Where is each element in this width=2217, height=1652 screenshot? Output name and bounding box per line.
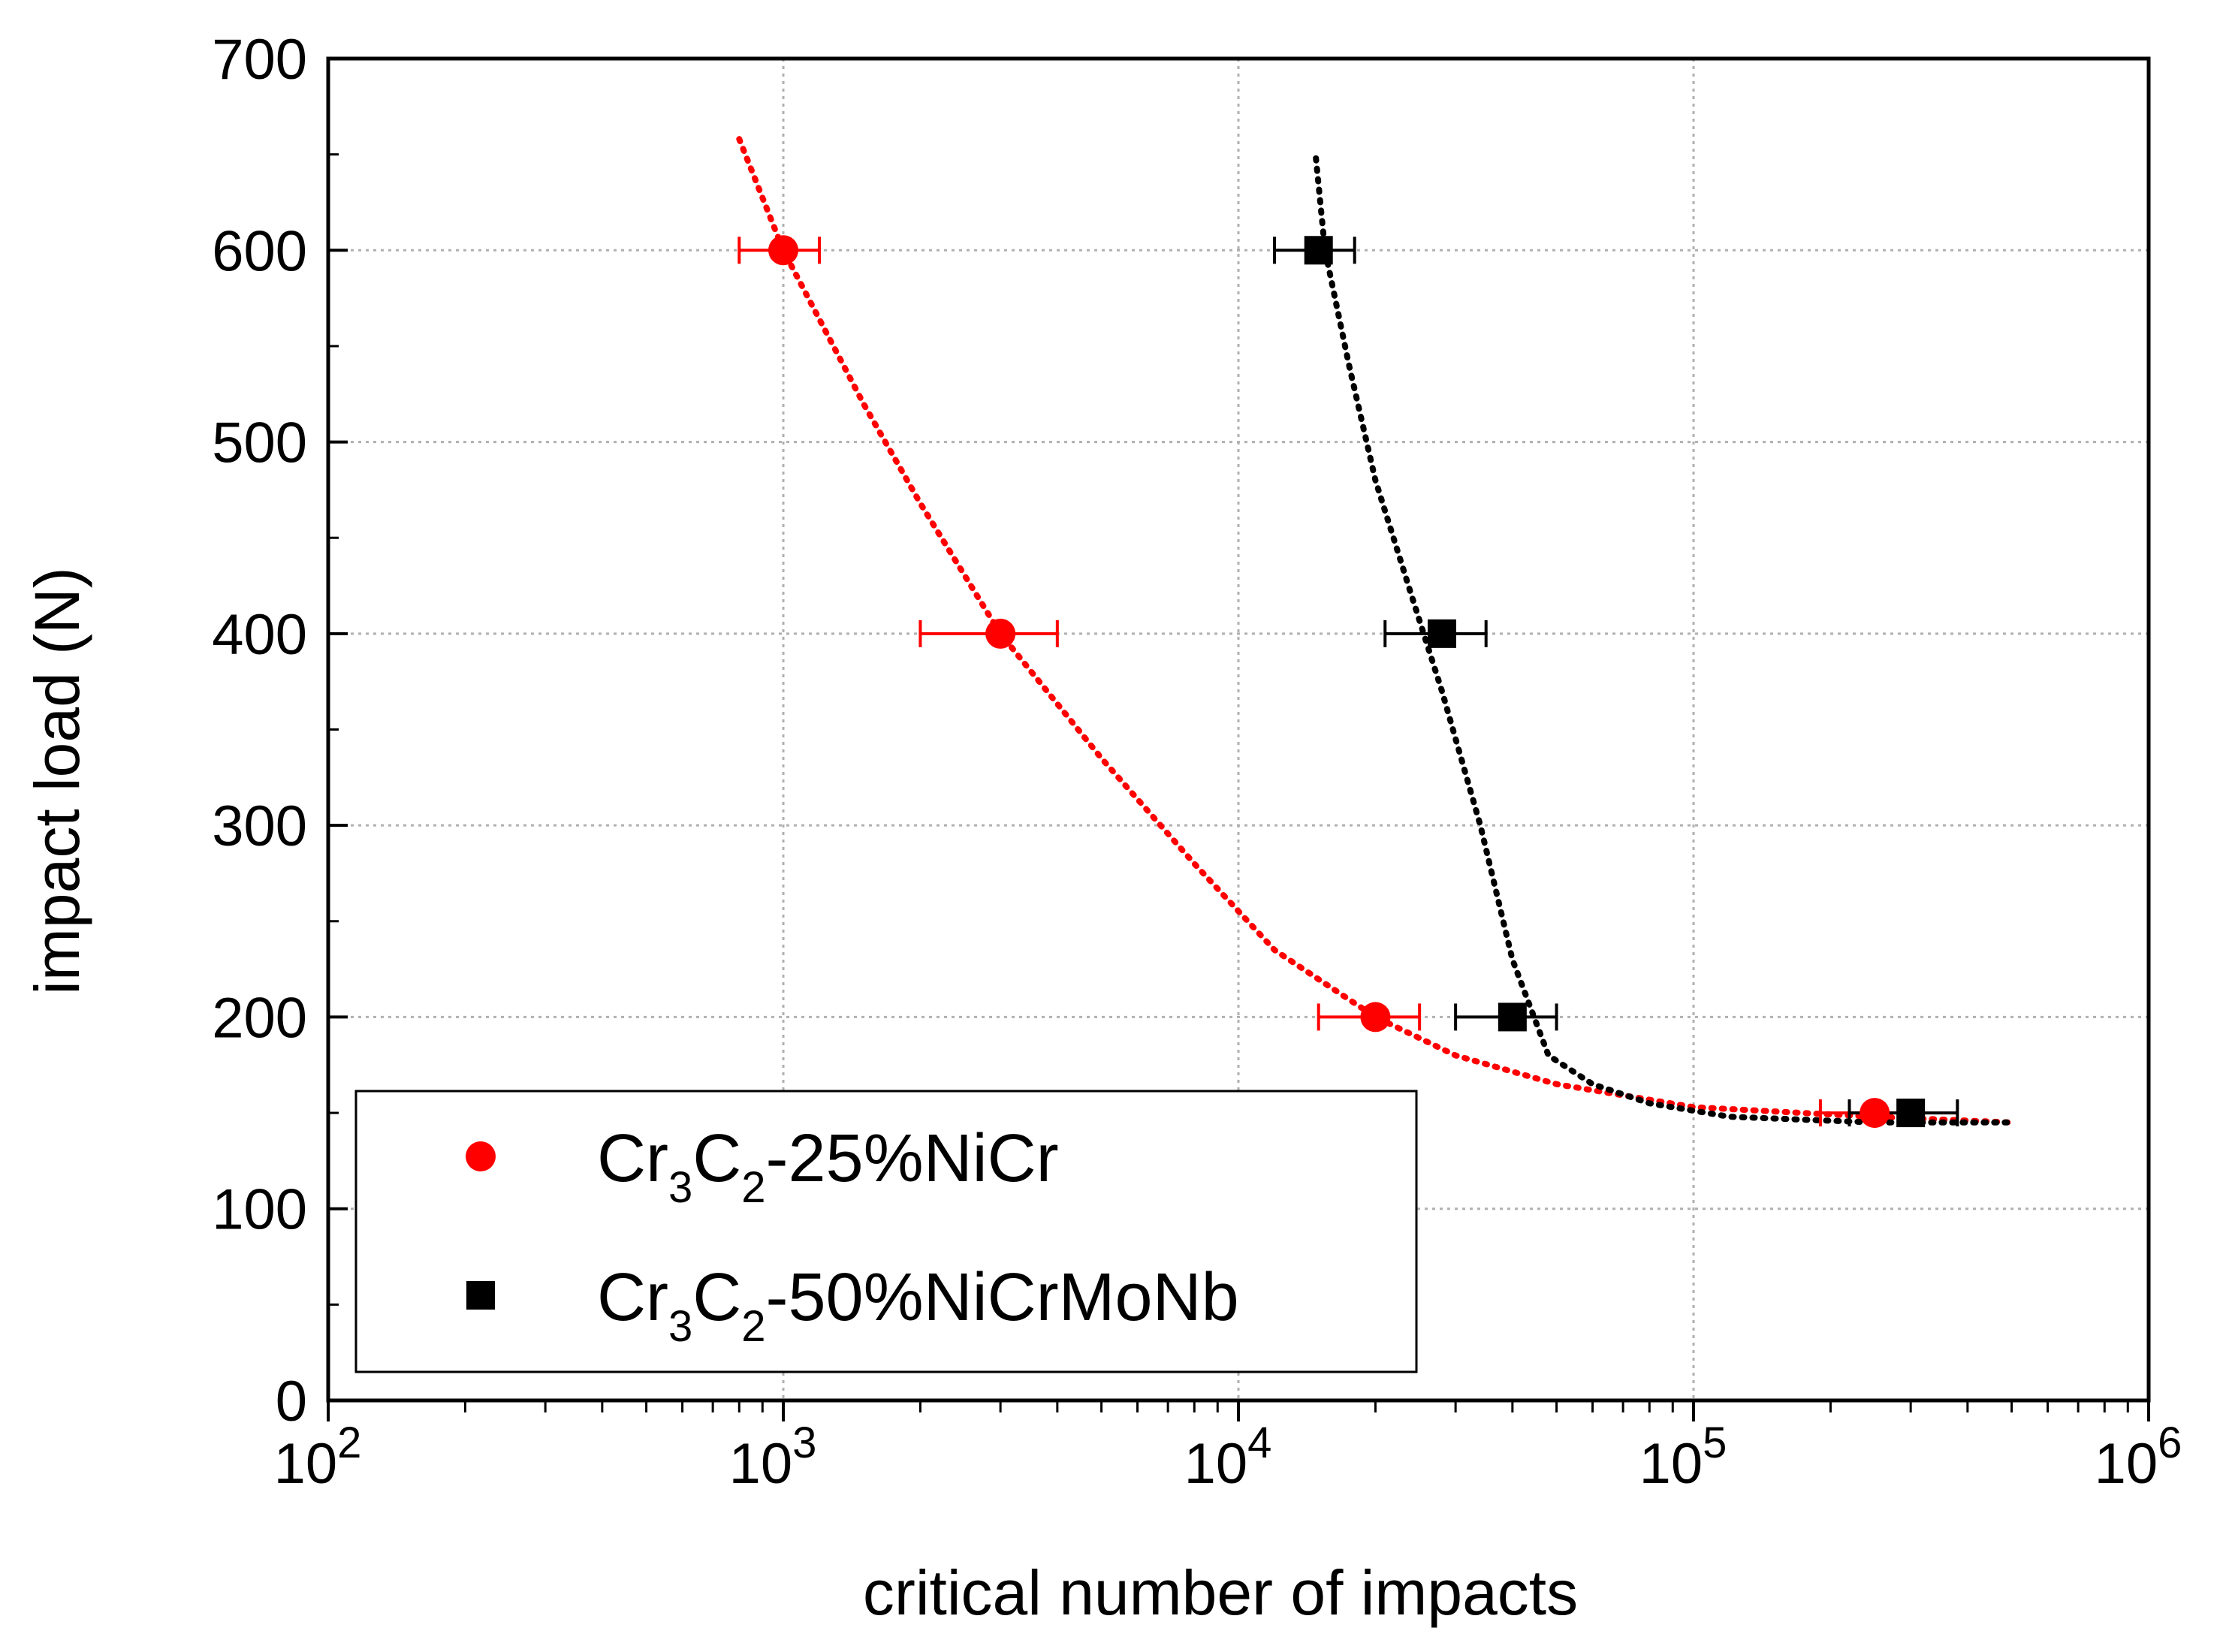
data-point [1427, 619, 1456, 648]
y-axis-title: impact load (N) [22, 567, 92, 995]
y-tick-label: 0 [276, 1370, 307, 1433]
x-tick-label: 106 [2095, 1418, 2182, 1496]
data-point [1860, 1098, 1890, 1129]
y-tick-label: 700 [212, 28, 307, 92]
y-tick-label: 100 [212, 1178, 307, 1242]
x-tick-label: 105 [1639, 1418, 1727, 1496]
y-tick-label: 400 [212, 603, 307, 667]
data-point [1498, 1002, 1527, 1032]
data-point [1360, 1002, 1391, 1032]
x-tick-label: 103 [729, 1418, 817, 1496]
legend-marker [466, 1281, 495, 1310]
y-tick-labels: 0 100 200 300 400 500 600 700 [212, 28, 307, 1433]
y-tick-label: 200 [212, 986, 307, 1050]
x-tick-label: 102 [274, 1418, 362, 1496]
fit-curve [1313, 155, 2015, 1126]
data-point [1896, 1099, 1926, 1128]
y-tick-label: 500 [212, 411, 307, 475]
y-tick-label: 300 [212, 794, 307, 858]
fit-curves [736, 136, 2015, 1126]
legend-label: Cr3C2-25%NiCr [597, 1121, 1059, 1212]
legend: Cr3C2-25%NiCr Cr3C2-50%NiCrMoNb [354, 1090, 1418, 1373]
x-tick-label: 104 [1184, 1418, 1272, 1496]
legend-marker [466, 1141, 496, 1171]
data-markers [768, 235, 1926, 1129]
x-tick-labels: 102 103 104 105 106 [274, 1418, 2182, 1496]
x-axis-title: critical number of impacts [863, 1557, 1578, 1628]
fit-curve [736, 136, 2015, 1126]
legend-label: Cr3C2-50%NiCrMoNb [597, 1260, 1239, 1351]
legend-box [354, 1090, 1418, 1373]
data-point [1304, 236, 1333, 265]
major-ticks [327, 57, 2150, 1421]
data-point [985, 618, 1016, 649]
y-tick-label: 600 [212, 219, 307, 283]
data-point [768, 235, 798, 266]
